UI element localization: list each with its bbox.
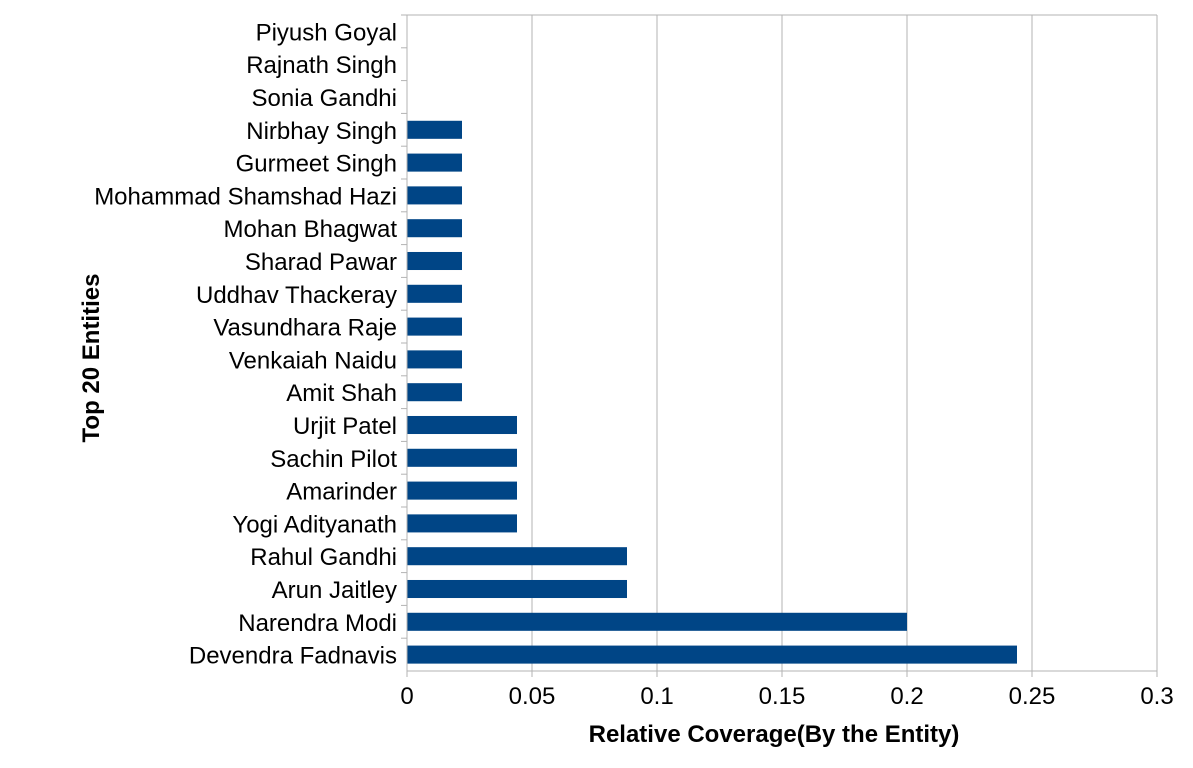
gridlines <box>531 15 1158 671</box>
category-label: Vasundhara Raje <box>213 315 397 342</box>
x-axis-title: Relative Coverage(By the Entity) <box>589 721 960 748</box>
bar <box>407 251 462 271</box>
category-label: Sonia Gandhi <box>252 85 397 112</box>
category-label: Rajnath Singh <box>246 52 397 79</box>
bar <box>407 284 462 303</box>
category-labels: Piyush Goyal Rajnath Singh Sonia Gandhi Nir… <box>94 19 397 669</box>
bar <box>407 153 462 172</box>
bar <box>407 415 517 435</box>
bar <box>407 317 462 336</box>
category-label: Amarinder <box>286 479 397 506</box>
category-label: Narendra Modi <box>238 610 397 637</box>
bar <box>407 120 462 139</box>
category-label: Devendra Fadnavis <box>189 643 397 670</box>
category-label: Rahul Gandhi <box>250 544 397 571</box>
category-label: Mohan Bhagwat <box>224 216 398 243</box>
x-tick-label: 0.05 <box>509 683 556 710</box>
category-label: Sharad Pawar <box>245 249 397 276</box>
category-label: Uddhav Thackeray <box>196 282 397 309</box>
bar <box>407 579 627 599</box>
bar <box>407 219 462 238</box>
category-label: Piyush Goyal <box>256 19 397 46</box>
bar <box>407 383 462 402</box>
category-label: Yogi Adityanath <box>232 511 397 538</box>
x-tick-label: 0.3 <box>1140 683 1173 710</box>
bar <box>407 645 1017 664</box>
category-label: Gurmeet Singh <box>236 151 397 178</box>
x-tick-label: 0 <box>400 683 413 710</box>
axes <box>401 14 1158 677</box>
x-tick-label: 0.25 <box>1009 683 1056 710</box>
x-tick-label: 0.1 <box>640 683 673 710</box>
bar <box>407 186 462 205</box>
y-axis-title: Top 20 Entities <box>78 274 105 443</box>
bars <box>407 120 1017 664</box>
bar <box>407 350 462 369</box>
x-tick-label: 0.15 <box>759 683 806 710</box>
bar <box>407 448 517 467</box>
category-label: Urjit Patel <box>293 413 397 440</box>
category-label: Sachin Pilot <box>270 446 397 473</box>
bar <box>407 547 627 566</box>
category-label: Nirbhay Singh <box>246 118 397 145</box>
category-label: Mohammad Shamshad Hazi <box>94 183 397 210</box>
bar <box>407 514 517 533</box>
category-label: Venkaiah Naidu <box>229 347 397 374</box>
category-label: Amit Shah <box>286 380 397 407</box>
category-label: Arun Jaitley <box>272 577 397 604</box>
bar <box>407 612 907 631</box>
x-tick-labels: 0 0.05 0.1 0.15 0.2 0.25 0.3 <box>400 683 1173 710</box>
x-tick-label: 0.2 <box>890 683 923 710</box>
bar <box>407 481 517 500</box>
